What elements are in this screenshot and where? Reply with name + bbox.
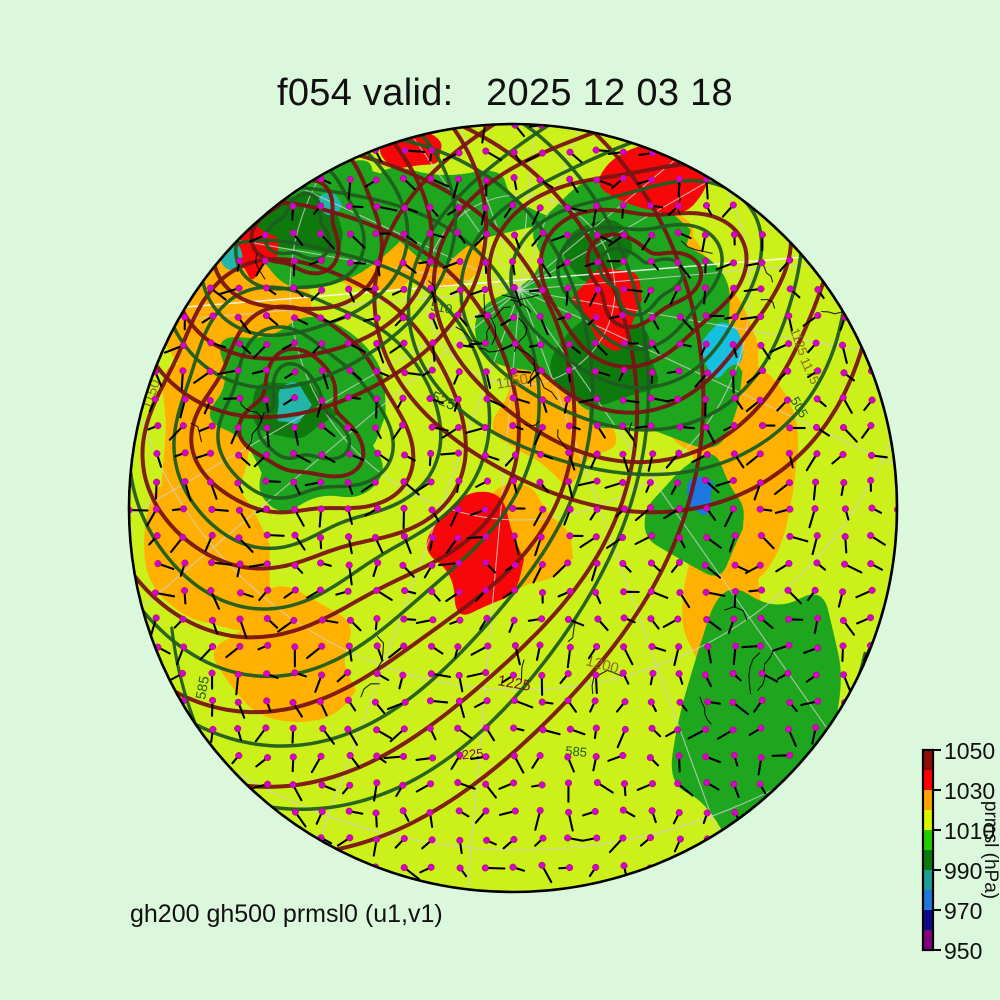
svg-text:970: 970	[944, 898, 982, 924]
svg-text:1050: 1050	[944, 738, 995, 764]
svg-text:990: 990	[944, 858, 982, 884]
svg-text:prmsl (hPa): prmsl (hPa)	[980, 801, 1000, 899]
svg-text:950: 950	[944, 938, 982, 964]
